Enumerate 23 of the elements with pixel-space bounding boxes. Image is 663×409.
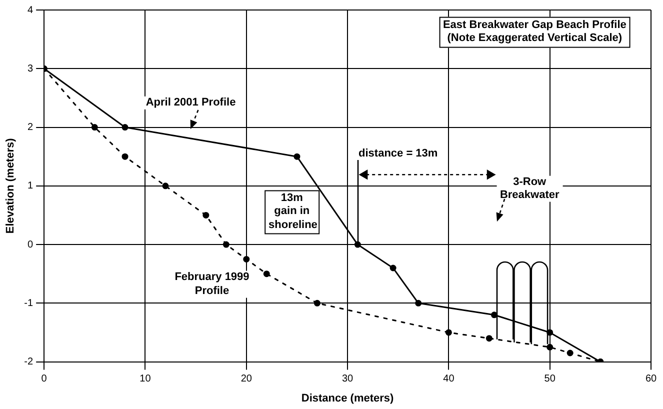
x-tick-label: 40 xyxy=(443,374,455,385)
text: April 2001 Profile xyxy=(144,96,238,110)
x-axis-title: Distance (meters) xyxy=(301,392,394,404)
annotation: distance = 13m xyxy=(356,147,440,160)
text: East Breakwater Gap Beach Profile xyxy=(442,19,626,32)
x-tick-label: 20 xyxy=(240,374,252,385)
y-tick-label: 3 xyxy=(28,63,34,74)
annotation: 13m gain in shoreline xyxy=(264,190,320,234)
x-tick-label: 10 xyxy=(140,374,152,385)
y-tick-label: 1 xyxy=(28,180,34,192)
y-tick-label: -2 xyxy=(24,356,34,368)
x-tick-label: 50 xyxy=(544,374,556,385)
y-tick-label: 2 xyxy=(28,122,34,134)
y-tick-label: -1 xyxy=(24,298,34,309)
series-label: February 1999 Profile xyxy=(168,271,256,298)
y-tick-label: 0 xyxy=(28,239,34,250)
x-tick-label: 60 xyxy=(645,374,657,385)
y-axis-title: Elevation (meters) xyxy=(4,138,17,234)
x-tick-label: 30 xyxy=(342,374,354,385)
y-tick-label: 4 xyxy=(28,4,34,16)
x-tick-label: 0 xyxy=(41,374,48,385)
annotation: 3-Row Breakwater xyxy=(496,176,563,202)
text: (Note Exaggerated Vertical Scale) xyxy=(446,32,624,46)
